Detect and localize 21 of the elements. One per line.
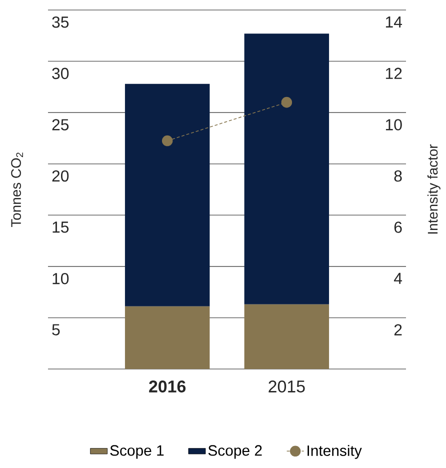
y2-tick-label: 10 xyxy=(386,119,402,130)
y-tick-label: 15 xyxy=(52,222,69,233)
legend-label: Scope 2 xyxy=(208,445,262,459)
y2-tick-label: 4 xyxy=(394,272,402,284)
y2-tick-label: 8 xyxy=(394,170,402,182)
y2-tick-label: 12 xyxy=(386,68,402,79)
y-tick-label: 10 xyxy=(52,272,69,284)
x-tick-label: 2015 xyxy=(268,380,305,392)
y-tick-label: 25 xyxy=(52,119,69,130)
x-tick-label: 2016 xyxy=(149,380,186,392)
legend-label: Intensity xyxy=(308,444,362,459)
y2-tick-label: 14 xyxy=(386,16,402,28)
y2-tick-label: 6 xyxy=(394,222,402,233)
y-tick-label: 35 xyxy=(52,16,69,28)
y2-axis-title: Intensity factor xyxy=(427,144,440,234)
y-tick-label: 30 xyxy=(52,68,69,80)
y-tick-label: 20 xyxy=(52,170,69,182)
y-tick-label: 5 xyxy=(52,324,60,336)
y2-tick-label: 2 xyxy=(394,324,402,336)
legend-label: Scope 1 xyxy=(110,445,164,459)
y-axis-title: Tonnes CO$_{2}$ xyxy=(11,152,23,228)
